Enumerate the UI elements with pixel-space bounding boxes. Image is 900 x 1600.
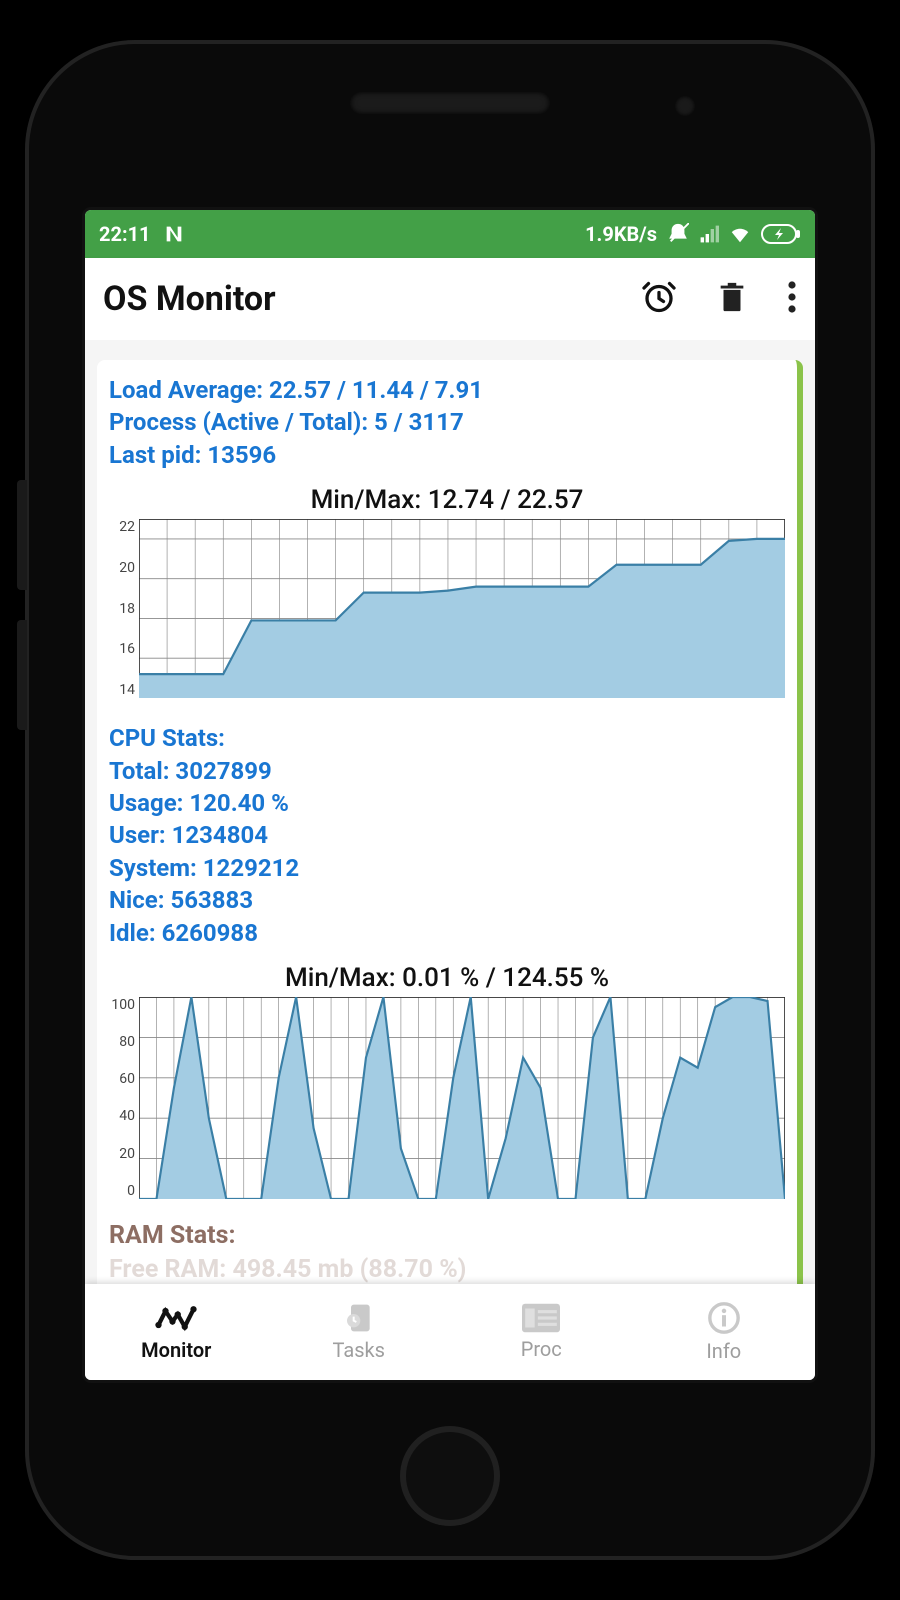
- content-scroll[interactable]: Load Average: 22.57 / 11.44 / 7.91 Proce…: [85, 340, 815, 1284]
- cpu-usage: Usage: 120.40 %: [109, 787, 785, 819]
- stats-card: Load Average: 22.57 / 11.44 / 7.91 Proce…: [97, 360, 803, 1284]
- cpu-total: Total: 3027899: [109, 755, 785, 787]
- page-title: OS Monitor: [103, 279, 276, 319]
- tab-monitor[interactable]: Monitor: [85, 1284, 268, 1380]
- android-n-icon: [163, 223, 185, 245]
- cpu-chart: 100806040200: [109, 997, 785, 1199]
- phone-frame: 22:11 1.9KB/s OS Monitor: [25, 40, 875, 1560]
- bottom-nav: Monitor Tasks Proc Info: [85, 1284, 815, 1380]
- network-speed: 1.9KB/s: [585, 222, 657, 246]
- cpu-system: System: 1229212: [109, 852, 785, 884]
- signal-icon: [699, 224, 719, 244]
- tab-info-label: Info: [706, 1339, 741, 1363]
- clock-text: 22:11: [99, 222, 151, 246]
- status-bar: 22:11 1.9KB/s: [85, 210, 815, 258]
- more-vert-icon[interactable]: [787, 279, 797, 319]
- ram-stats-cut: Free RAM: 498.45 mb (88.70 %): [109, 1253, 785, 1284]
- tab-monitor-label: Monitor: [141, 1338, 211, 1362]
- tab-proc[interactable]: Proc: [450, 1284, 633, 1380]
- home-button[interactable]: [400, 1426, 500, 1526]
- tab-proc-label: Proc: [521, 1337, 562, 1361]
- ram-stats-header: RAM Stats:: [109, 1219, 785, 1253]
- cpu-nice: Nice: 563883: [109, 884, 785, 916]
- vibrate-off-icon: [667, 223, 689, 245]
- battery-charging-icon: [761, 224, 801, 244]
- load-chart-title: Min/Max: 12.74 / 22.57: [109, 485, 785, 515]
- load-chart: 2220181614: [109, 519, 785, 698]
- volume-down-button[interactable]: [17, 620, 27, 730]
- last-pid-line: Last pid: 13596: [109, 439, 785, 471]
- trash-icon[interactable]: [715, 279, 749, 319]
- tab-tasks[interactable]: Tasks: [268, 1284, 451, 1380]
- load-avg-line: Load Average: 22.57 / 11.44 / 7.91: [109, 374, 785, 406]
- process-line: Process (Active / Total): 5 / 3117: [109, 406, 785, 438]
- app-bar: OS Monitor: [85, 258, 815, 340]
- wifi-icon: [729, 223, 751, 245]
- volume-up-button[interactable]: [17, 480, 27, 590]
- tab-tasks-label: Tasks: [333, 1338, 386, 1362]
- alarm-icon[interactable]: [641, 279, 677, 319]
- tab-info[interactable]: Info: [633, 1284, 816, 1380]
- cpu-idle: Idle: 6260988: [109, 917, 785, 949]
- cpu-stats-header: CPU Stats:: [109, 722, 785, 754]
- screen: 22:11 1.9KB/s OS Monitor: [85, 210, 815, 1380]
- cpu-chart-title: Min/Max: 0.01 % / 124.55 %: [109, 963, 785, 993]
- cpu-user: User: 1234804: [109, 819, 785, 851]
